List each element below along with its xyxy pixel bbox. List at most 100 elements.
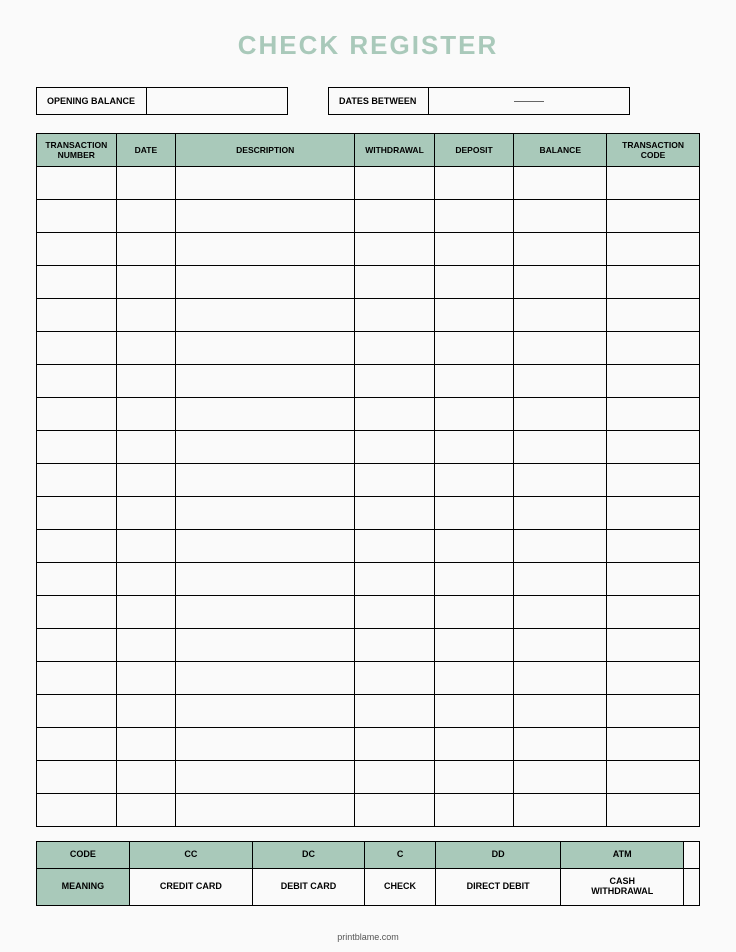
table-cell[interactable] [116,695,176,728]
table-row[interactable] [37,596,700,629]
table-cell[interactable] [355,233,435,266]
table-cell[interactable] [434,299,514,332]
table-cell[interactable] [514,398,607,431]
table-row[interactable] [37,728,700,761]
table-row[interactable] [37,398,700,431]
table-row[interactable] [37,695,700,728]
table-cell[interactable] [434,695,514,728]
table-cell[interactable] [514,464,607,497]
table-cell[interactable] [607,497,700,530]
table-row[interactable] [37,497,700,530]
table-cell[interactable] [37,464,117,497]
table-cell[interactable] [607,431,700,464]
table-cell[interactable] [434,365,514,398]
table-cell[interactable] [176,464,355,497]
table-cell[interactable] [434,464,514,497]
table-cell[interactable] [116,464,176,497]
table-cell[interactable] [355,497,435,530]
table-cell[interactable] [176,563,355,596]
table-cell[interactable] [434,662,514,695]
table-cell[interactable] [37,398,117,431]
table-cell[interactable] [355,167,435,200]
table-row[interactable] [37,365,700,398]
table-cell[interactable] [434,761,514,794]
table-cell[interactable] [116,728,176,761]
table-row[interactable] [37,266,700,299]
table-row[interactable] [37,200,700,233]
table-cell[interactable] [514,266,607,299]
table-cell[interactable] [37,266,117,299]
table-cell[interactable] [514,794,607,827]
table-cell[interactable] [514,497,607,530]
table-row[interactable] [37,431,700,464]
table-cell[interactable] [37,596,117,629]
table-cell[interactable] [37,365,117,398]
table-cell[interactable] [176,332,355,365]
table-cell[interactable] [37,728,117,761]
table-row[interactable] [37,563,700,596]
table-cell[interactable] [176,431,355,464]
table-cell[interactable] [176,233,355,266]
table-cell[interactable] [607,629,700,662]
table-cell[interactable] [176,497,355,530]
table-cell[interactable] [116,398,176,431]
table-cell[interactable] [355,761,435,794]
table-cell[interactable] [176,266,355,299]
table-cell[interactable] [355,530,435,563]
table-cell[interactable] [434,233,514,266]
table-cell[interactable] [116,299,176,332]
table-cell[interactable] [116,233,176,266]
table-cell[interactable] [434,431,514,464]
table-cell[interactable] [607,167,700,200]
table-cell[interactable] [607,728,700,761]
table-cell[interactable] [514,662,607,695]
table-cell[interactable] [116,629,176,662]
table-row[interactable] [37,464,700,497]
table-cell[interactable] [434,497,514,530]
table-cell[interactable] [116,761,176,794]
table-cell[interactable] [176,167,355,200]
table-cell[interactable] [37,695,117,728]
table-cell[interactable] [37,794,117,827]
table-cell[interactable] [176,629,355,662]
table-cell[interactable] [607,761,700,794]
table-cell[interactable] [176,794,355,827]
table-cell[interactable] [355,365,435,398]
table-cell[interactable] [116,530,176,563]
table-cell[interactable] [37,431,117,464]
table-cell[interactable] [514,431,607,464]
table-cell[interactable] [607,200,700,233]
table-cell[interactable] [514,728,607,761]
table-row[interactable] [37,794,700,827]
table-cell[interactable] [355,332,435,365]
table-cell[interactable] [355,695,435,728]
table-cell[interactable] [176,596,355,629]
table-cell[interactable] [116,563,176,596]
table-cell[interactable] [434,629,514,662]
table-cell[interactable] [176,695,355,728]
table-cell[interactable] [514,761,607,794]
table-row[interactable] [37,299,700,332]
table-cell[interactable] [607,398,700,431]
table-cell[interactable] [116,266,176,299]
table-cell[interactable] [37,497,117,530]
table-cell[interactable] [37,662,117,695]
table-cell[interactable] [176,365,355,398]
table-cell[interactable] [37,299,117,332]
table-cell[interactable] [116,497,176,530]
table-cell[interactable] [434,596,514,629]
table-row[interactable] [37,332,700,365]
table-cell[interactable] [176,662,355,695]
table-cell[interactable] [355,794,435,827]
table-cell[interactable] [176,398,355,431]
table-cell[interactable] [434,530,514,563]
table-cell[interactable] [607,299,700,332]
table-cell[interactable] [434,332,514,365]
table-cell[interactable] [434,563,514,596]
table-cell[interactable] [116,200,176,233]
table-cell[interactable] [37,530,117,563]
table-cell[interactable] [37,167,117,200]
table-cell[interactable] [355,299,435,332]
table-cell[interactable] [514,332,607,365]
table-cell[interactable] [607,365,700,398]
